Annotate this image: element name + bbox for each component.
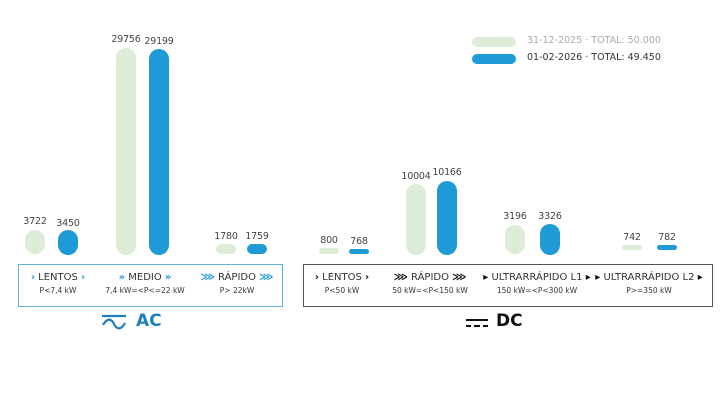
triple-chevron-right-icon: ⋙ [200,272,215,283]
bar-dc-lentos-2026 [349,249,369,254]
ac-category-box [18,264,283,307]
chevron-right-icon: › [365,272,370,283]
value-label: 800 [320,235,338,246]
bar-ac-medio-2026 [149,49,169,255]
value-label: 10166 [432,167,462,178]
bar-ac-rapido-2026 [247,244,267,254]
bar-dc-lentos-2025 [319,248,339,254]
bar-dc-ultra1-2026 [540,224,560,255]
bar-ac-lentos-2025 [25,230,45,254]
legend-swatch-2026 [472,54,516,64]
value-label: 29756 [111,34,141,45]
value-label: 10004 [401,171,431,182]
category-name: ULTRARRÁPIDO L1 [491,272,583,283]
value-label: 1780 [214,231,238,242]
bar-ac-lentos-2026 [58,230,78,255]
category-name: RÁPIDO [411,272,449,283]
category-name: LENTOS [38,272,78,283]
category-name: LENTOS [322,272,362,283]
value-label: 3196 [503,211,527,222]
value-label: 29199 [144,36,174,47]
bar-dc-rapido-2026 [437,181,457,255]
bar-dc-ultra2-2026 [657,245,677,250]
chevron-right-icon: › [314,272,319,283]
category-ac-lentos: › LENTOS › P<7,4 kW [31,271,85,297]
category-range: P>=350 kW [626,286,672,295]
value-label: 3326 [538,211,562,222]
value-label: 3450 [56,218,80,229]
category-range: 7,4 kW=<P<=22 kW [105,286,185,295]
bar-dc-ultra1-2025 [505,225,525,254]
category-ac-rapido: ⋙ RÁPIDO ⋙ P> 22kW [201,271,274,297]
category-name: ULTRARRÁPIDO L2 [603,272,695,283]
category-dc-ultra2: ▸ ULTRARRÁPIDO L2 ▸ P>=350 kW [595,271,702,297]
chevron-right-icon: › [30,272,35,283]
double-chevron-right-icon: » [164,272,172,283]
dc-label: DC [496,311,523,331]
legend-swatch-2025 [472,37,516,47]
value-label: 742 [623,232,641,243]
value-label: 768 [350,236,368,247]
triple-chevron-right-icon: ⋙ [393,272,408,283]
triple-chevron-right-icon: ⋙ [259,272,274,283]
category-dc-lentos: › LENTOS › P<50 kW [315,271,369,297]
category-name: RÁPIDO [218,272,256,283]
category-range: P<7,4 kW [39,286,77,295]
triangle-right-icon: ▸ [697,272,703,283]
category-range: P<50 kW [324,286,360,295]
dc-lines-icon [466,319,488,327]
bar-ac-medio-2025 [116,48,136,255]
bar-dc-rapido-2025 [406,184,426,255]
category-range: 50 kW=<P<150 kW [392,286,468,295]
bar-ac-rapido-2025 [216,244,236,254]
ac-wave-icon [102,314,126,330]
legend-label-2025: 31-12-2025 · TOTAL: 50.000 [527,35,661,46]
dc-category-box [303,264,713,307]
legend-label-2026: 01-02-2026 · TOTAL: 49.450 [527,52,661,63]
category-name: MEDIO [128,272,162,283]
value-label: 3722 [23,216,47,227]
category-dc-rapido: ⋙ RÁPIDO ⋙ 50 kW=<P<150 kW [392,271,468,297]
chevron-right-icon: › [81,272,86,283]
value-label: 782 [658,232,676,243]
category-ac-medio: » MEDIO » 7,4 kW=<P<=22 kW [105,271,184,297]
double-chevron-right-icon: » [118,272,126,283]
triangle-right-icon: ▸ [595,272,601,283]
triple-chevron-right-icon: ⋙ [452,272,467,283]
category-range: 150 kW=<P<300 kW [496,286,578,295]
triangle-right-icon: ▸ [483,272,489,283]
category-range: P> 22kW [219,286,255,295]
value-label: 1759 [245,231,269,242]
category-dc-ultra1: ▸ ULTRARRÁPIDO L1 ▸ 150 kW=<P<300 kW [483,271,590,297]
ac-label: AC [136,311,162,331]
triangle-right-icon: ▸ [585,272,591,283]
bar-dc-ultra2-2025 [622,245,642,250]
